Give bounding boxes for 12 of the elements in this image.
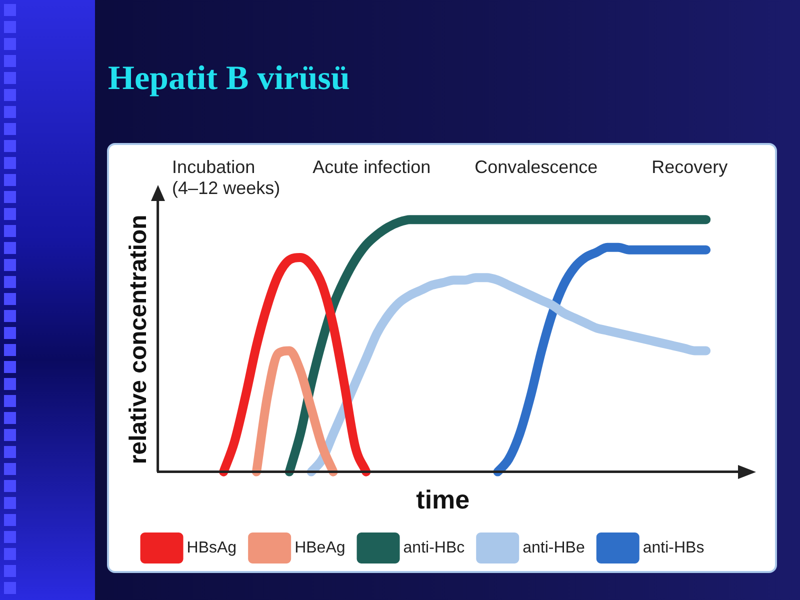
chart-title: Hepatit B virüsü	[108, 60, 350, 98]
legend-label: HBeAg	[294, 539, 346, 556]
legend-label: anti-HBs	[642, 539, 704, 556]
text: Acute infection	[312, 156, 431, 177]
text: Incubation (4–12 weeks)	[172, 156, 280, 198]
legend-label: HBsAg	[186, 539, 237, 556]
text: Convalescence	[474, 156, 598, 177]
legend-label: anti-HBe	[522, 539, 585, 556]
y-axis-title: relative concentration	[125, 214, 152, 464]
legend-label: anti-HBc	[403, 539, 465, 556]
x-axis-title: time	[416, 484, 470, 515]
text: Recovery	[652, 156, 728, 177]
